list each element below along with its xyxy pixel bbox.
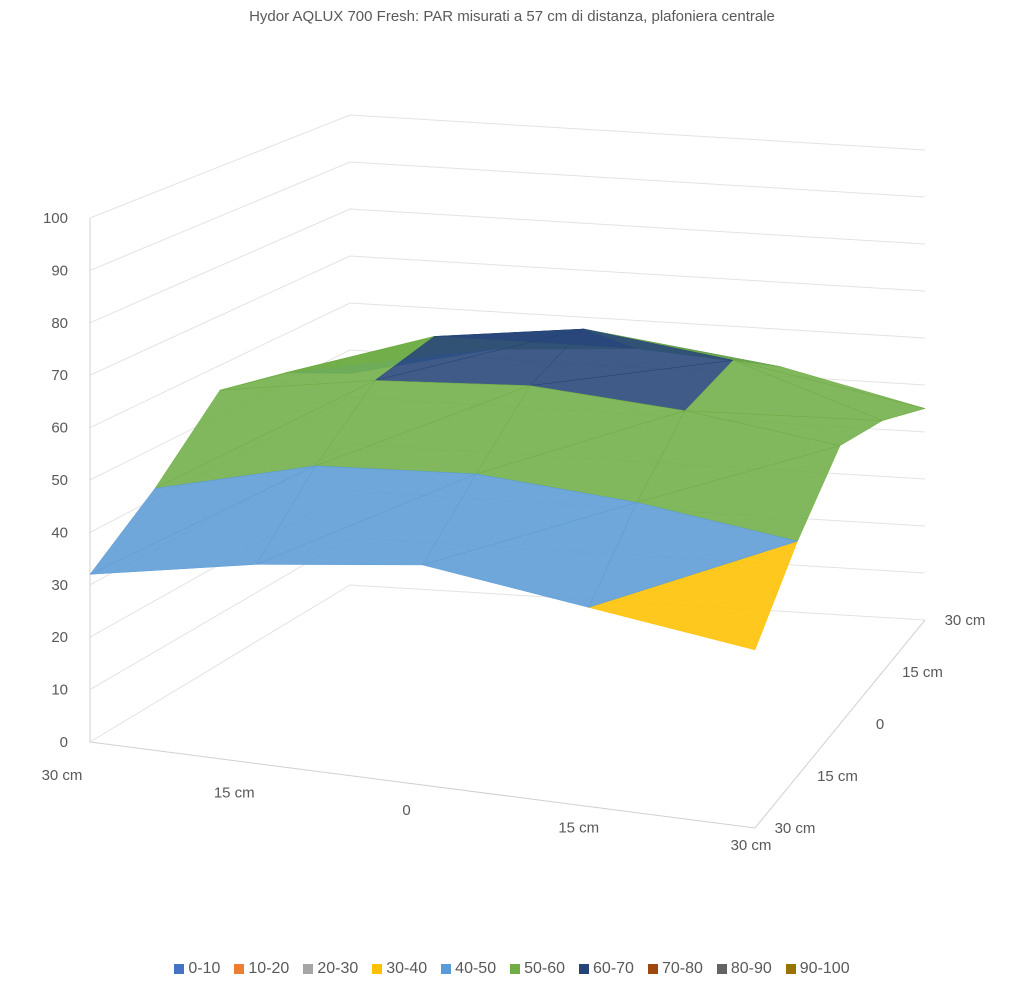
gridline [89, 584, 926, 743]
surface-patch [374, 328, 584, 381]
legend-label: 30-40 [386, 960, 428, 977]
x-tick-label: 0 [402, 802, 410, 819]
z-tick-label: 30 [51, 577, 68, 594]
z-tick-label: 10 [51, 682, 68, 699]
z-tick-label: 90 [51, 262, 68, 279]
legend-label: 40-50 [455, 960, 497, 977]
y-tick-label: 30 cm [945, 612, 986, 629]
gridline [89, 302, 926, 429]
legend-item: 90-100 [785, 960, 850, 978]
legend-swatch [303, 964, 314, 974]
surface-patch [219, 336, 435, 391]
z-tick-label: 0 [60, 734, 68, 751]
floor-axis-line [89, 619, 926, 829]
y-tick-label: 0 [876, 716, 884, 733]
y-tick-label: 15 cm [817, 768, 858, 785]
gridline [89, 161, 926, 271]
surface-patch [154, 380, 376, 489]
z-tick-label: 50 [51, 472, 68, 489]
x-tick-label: 30 cm [731, 837, 772, 854]
legend-item: 10-20 [234, 960, 289, 978]
legend-swatch [579, 964, 590, 974]
legend-swatch [785, 964, 796, 974]
legend-label: 50-60 [524, 960, 566, 977]
z-tick-label: 40 [51, 524, 68, 541]
gridline [89, 114, 926, 219]
legend-item: 70-80 [647, 960, 703, 978]
legend-label: 80-90 [730, 960, 772, 977]
legend-item: 20-30 [303, 960, 358, 978]
x-tick-label: 30 cm [42, 767, 83, 784]
legend-item: 30-40 [372, 960, 427, 978]
legend: 0-10 10-20 20-30 30-40 40-50 50-60 60-70 70-80 8… [0, 960, 1024, 978]
legend-swatch [174, 964, 185, 974]
x-tick-label: 15 cm [558, 820, 599, 837]
legend-label: 20-30 [317, 960, 359, 977]
legend-swatch [716, 964, 727, 974]
legend-swatch [234, 964, 245, 974]
gridline [89, 208, 926, 324]
surface-patch [529, 328, 734, 386]
y-tick-label: 30 cm [775, 820, 816, 837]
legend-label: 90-100 [799, 960, 850, 977]
z-tick-label: 20 [51, 629, 68, 646]
surface-patch [89, 465, 316, 575]
legend-swatch [510, 964, 521, 974]
surface-patch [314, 380, 531, 467]
legend-label: 70-80 [661, 960, 703, 977]
legend-swatch [647, 964, 658, 974]
legend-label: 10-20 [248, 960, 290, 977]
gridline [89, 255, 926, 376]
z-tick-label: 80 [51, 315, 68, 332]
x-tick-label: 15 cm [214, 785, 255, 802]
surface-patch [636, 410, 841, 503]
legend-label: 0-10 [188, 960, 221, 977]
z-tick-label: 60 [51, 420, 68, 437]
surface-patch [255, 465, 477, 565]
surface-patch [684, 359, 883, 421]
legend-swatch [372, 964, 383, 974]
chart-title: Hydor AQLUX 700 Fresh: PAR misurati a 57… [249, 8, 775, 25]
legend-label: 60-70 [593, 960, 634, 977]
legend-item: 50-60 [510, 960, 565, 978]
legend-item: 40-50 [441, 960, 496, 978]
z-tick-label: 70 [51, 367, 68, 384]
legend-item: 80-90 [716, 960, 772, 978]
legend-swatch [441, 964, 452, 974]
y-tick-label: 15 cm [902, 664, 943, 681]
surface-patch [733, 360, 926, 409]
surface-patch [475, 385, 686, 475]
surface-patch [588, 502, 799, 608]
surface-patch [421, 473, 637, 566]
legend-item: 60-70 [579, 960, 634, 978]
legend-item: 0-10 [174, 960, 220, 978]
z-tick-label: 100 [43, 210, 68, 227]
